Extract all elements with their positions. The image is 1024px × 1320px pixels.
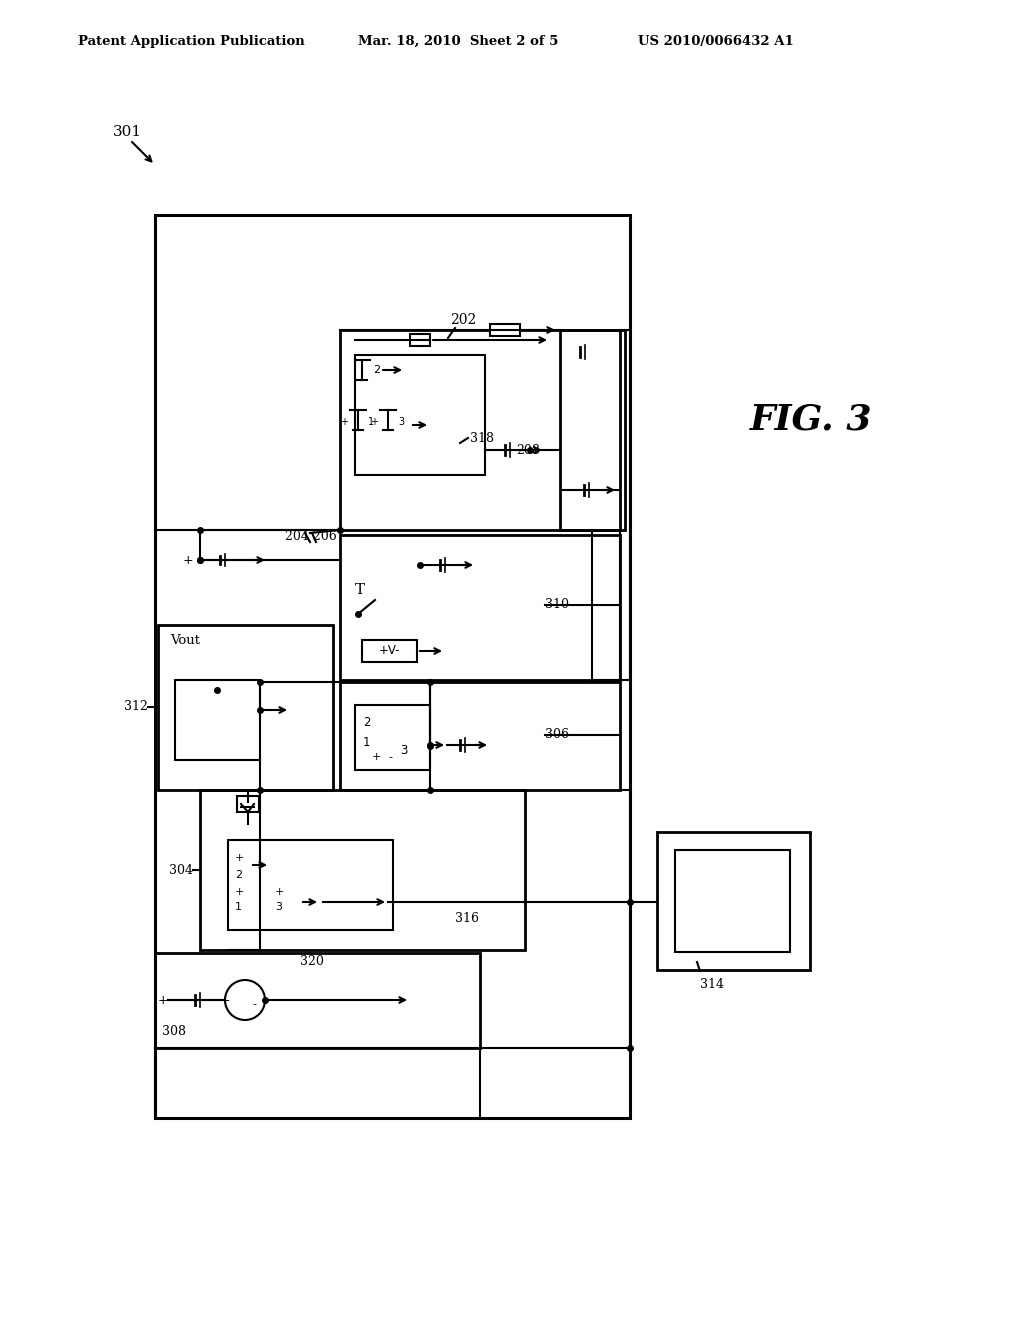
Text: 208: 208	[516, 444, 540, 457]
Text: +V-: +V-	[378, 644, 399, 657]
Bar	[155, 215, 630, 1118]
Text: 2: 2	[362, 715, 371, 729]
Text: -: -	[233, 553, 238, 566]
Bar	[410, 334, 430, 346]
Text: 2: 2	[373, 366, 380, 375]
Bar	[237, 796, 259, 812]
Bar	[355, 355, 485, 475]
Bar	[340, 535, 620, 680]
Text: -: -	[252, 999, 256, 1008]
Text: +: +	[219, 994, 230, 1006]
Text: 204 206: 204 206	[285, 531, 337, 543]
Bar	[560, 330, 625, 531]
Text: 202: 202	[450, 313, 476, 327]
Text: 3: 3	[398, 417, 404, 426]
Text: FIG. 3: FIG. 3	[750, 403, 872, 437]
Text: 3: 3	[275, 902, 282, 912]
Bar	[158, 624, 333, 789]
Text: 1: 1	[368, 417, 374, 426]
Text: 1: 1	[234, 902, 242, 912]
Text: 314: 314	[700, 978, 724, 991]
Text: 318: 318	[470, 432, 494, 445]
Bar	[155, 953, 480, 1048]
Text: +: +	[182, 553, 193, 566]
Text: Mar. 18, 2010  Sheet 2 of 5: Mar. 18, 2010 Sheet 2 of 5	[358, 36, 558, 48]
Text: Vout: Vout	[170, 634, 200, 647]
Text: 316: 316	[455, 912, 479, 925]
Bar	[675, 850, 790, 952]
Text: +: +	[372, 752, 381, 762]
Bar	[340, 682, 620, 789]
Text: +: +	[370, 417, 378, 426]
Bar	[175, 680, 260, 760]
Text: 2: 2	[234, 870, 242, 880]
Text: 3: 3	[400, 743, 408, 756]
Text: Patent Application Publication: Patent Application Publication	[78, 36, 305, 48]
Text: +: +	[234, 887, 245, 898]
Bar	[362, 640, 417, 663]
Text: 304: 304	[169, 863, 193, 876]
Text: 306: 306	[545, 729, 569, 742]
Bar	[200, 789, 525, 950]
Bar	[340, 330, 620, 531]
Text: 312: 312	[124, 701, 148, 714]
Text: 310: 310	[545, 598, 569, 611]
Bar	[228, 840, 393, 931]
Bar	[490, 323, 520, 337]
Text: +: +	[275, 887, 285, 898]
Bar	[657, 832, 810, 970]
Text: -: -	[388, 752, 392, 762]
Text: +: +	[340, 417, 348, 426]
Bar	[355, 705, 430, 770]
Text: 301: 301	[113, 125, 142, 139]
Text: US 2010/0066432 A1: US 2010/0066432 A1	[638, 36, 794, 48]
Text: T: T	[355, 583, 366, 597]
Text: +: +	[234, 853, 245, 863]
Text: 308: 308	[162, 1026, 186, 1038]
Text: +: +	[158, 994, 168, 1006]
Text: 320: 320	[300, 954, 324, 968]
Text: 1: 1	[362, 735, 371, 748]
